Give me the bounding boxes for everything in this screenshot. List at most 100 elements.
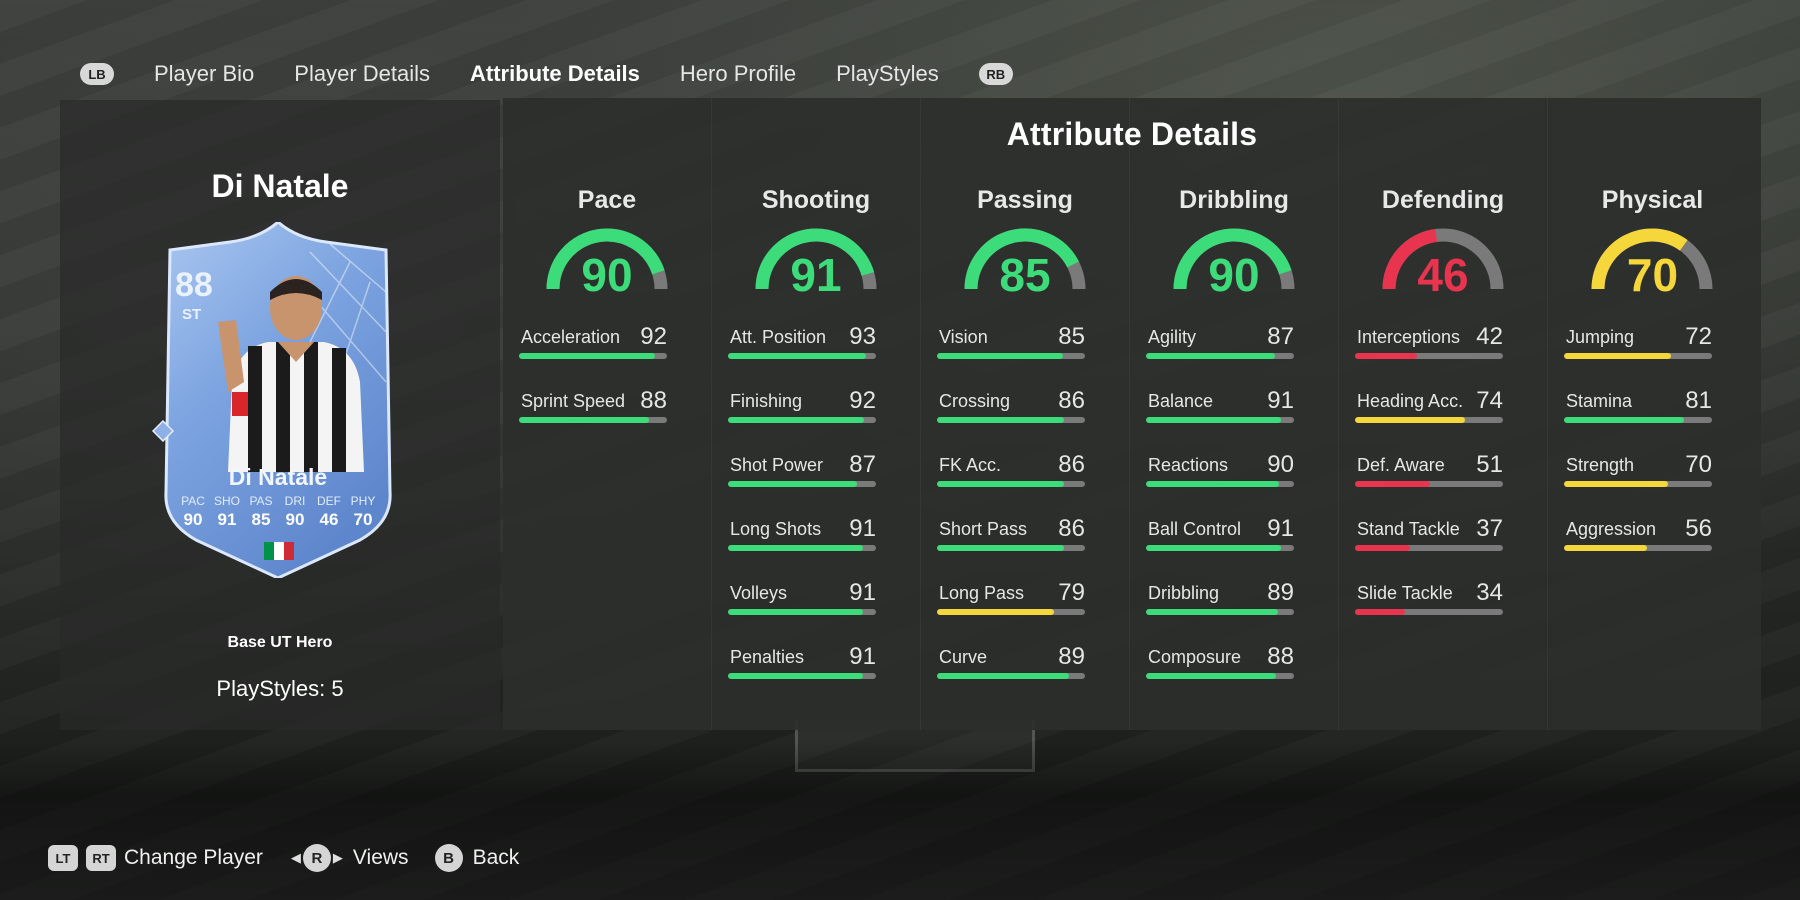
stat-bar [728, 353, 876, 359]
stat-bar-fill [937, 673, 1069, 679]
stat-row: Balance 91 [1146, 387, 1294, 433]
card-stat-abbr: PAC [181, 494, 205, 508]
stat-row: Heading Acc. 74 [1355, 387, 1503, 433]
stat-label: Finishing [730, 391, 803, 411]
player-card-panel: Di Natale 88 ST [60, 100, 500, 730]
gauge-defending [1382, 228, 1504, 290]
stat-row: Agility 87 [1146, 323, 1294, 369]
stat-row: Short Pass 86 [937, 515, 1085, 561]
category-value: 90 [1208, 249, 1260, 301]
tab-hero-profile[interactable]: Hero Profile [679, 61, 797, 86]
stat-row: Reactions 90 [1146, 451, 1294, 497]
stat-bar [519, 353, 667, 359]
stat-row: Crossing 86 [937, 387, 1085, 433]
tab-attribute-details[interactable]: Attribute Details [470, 61, 640, 86]
card-version-label: Base UT Hero [227, 634, 333, 651]
stat-row: Att. Position 93 [728, 323, 876, 369]
lb-button[interactable]: LB [80, 63, 114, 85]
stat-value: 89 [1267, 579, 1294, 606]
stat-row: Acceleration 92 [519, 323, 667, 369]
stat-value: 91 [1267, 387, 1294, 414]
stat-label: Penalties [730, 647, 805, 667]
stat-label: Stand Tackle [1357, 519, 1460, 539]
stat-bar-fill [1564, 545, 1647, 551]
right-stick-button[interactable]: R [302, 844, 331, 872]
stat-value: 37 [1476, 515, 1503, 542]
stat-row: Dribbling 89 [1146, 579, 1294, 625]
player-name: Di Natale [211, 168, 349, 204]
stat-row: Long Shots 91 [728, 515, 876, 561]
card-stat-value: 85 [251, 510, 271, 529]
stat-bar-fill [728, 417, 865, 423]
stat-value: 89 [1058, 643, 1085, 670]
stat-bar-fill [1355, 545, 1410, 551]
stat-bar [728, 481, 876, 487]
category-name: Pace [577, 186, 637, 214]
card-stat-sho: SHO 91 [210, 494, 244, 530]
italy-flag-icon [264, 542, 294, 560]
stat-value: 88 [1267, 643, 1294, 670]
controller-hints: LT RT Change Player ◀ R ▶ Views B Back [48, 843, 545, 873]
card-rating: 88 [175, 266, 213, 304]
category-name: Dribbling [1179, 186, 1289, 214]
background-floor [0, 740, 1800, 900]
stat-bar [937, 545, 1085, 551]
stat-value: 72 [1685, 323, 1712, 350]
category-name: Defending [1381, 186, 1505, 214]
gauge-physical [1591, 228, 1713, 290]
stat-row: Penalties 91 [728, 643, 876, 689]
tab-playstyles[interactable]: PlayStyles [836, 61, 939, 86]
stat-bar [728, 417, 876, 423]
stat-label: Composure [1148, 647, 1242, 667]
player-portrait [218, 276, 364, 472]
stat-bar-fill [1146, 481, 1280, 487]
stat-bar [519, 417, 667, 423]
stat-bar [1146, 481, 1294, 487]
stat-bar [1355, 353, 1503, 359]
stat-value: 92 [640, 323, 667, 350]
stat-row: Composure 88 [1146, 643, 1294, 689]
stat-bar [1564, 417, 1712, 423]
stat-bar [1146, 673, 1294, 679]
stat-label: Aggression [1566, 519, 1657, 539]
stat-bar [1146, 545, 1294, 551]
card-stat-pac: PAC 90 [176, 494, 210, 530]
card-stat-abbr: DRI [284, 494, 306, 508]
category-value: 91 [790, 249, 842, 301]
card-stat-value: 90 [183, 510, 203, 529]
stat-value: 91 [849, 579, 876, 606]
tab-player-bio[interactable]: Player Bio [154, 61, 255, 86]
attribute-column-dribbling: Dribbling 90 Agility 87 Balance 91 Reactions 90… [1130, 98, 1339, 730]
stat-bar-fill [1146, 353, 1275, 359]
rb-button[interactable]: RB [978, 63, 1013, 85]
stat-value: 81 [1685, 387, 1712, 414]
change-player-label[interactable]: Change Player [124, 846, 263, 869]
stat-row: Finishing 92 [728, 387, 876, 433]
player-card[interactable]: 88 ST Di Natale PAC 90 SHO 91 PA [152, 222, 396, 578]
stat-label: Slide Tackle [1357, 583, 1453, 603]
stat-bar [937, 609, 1085, 615]
gauge-pace [546, 228, 668, 290]
stat-bar-fill [937, 481, 1065, 487]
stat-label: Shot Power [730, 455, 824, 475]
stat-value: 79 [1058, 579, 1085, 606]
card-stats: PAC 90 SHO 91 PAS 85 DRI 90 DEF 46 PHY 7… [176, 494, 380, 530]
lt-button[interactable]: LT [48, 845, 78, 871]
tab-player-details[interactable]: Player Details [294, 61, 430, 86]
stat-row: Def. Aware 51 [1355, 451, 1503, 497]
stat-row: Long Pass 79 [937, 579, 1085, 625]
stat-bar [1564, 481, 1712, 487]
rt-button[interactable]: RT [86, 845, 116, 871]
stat-label: Ball Control [1148, 519, 1242, 539]
stat-bar [1146, 353, 1294, 359]
gauge-fill [1173, 228, 1292, 290]
stat-bar-fill [937, 417, 1065, 423]
b-button[interactable]: B [434, 844, 463, 872]
card-stat-value: 90 [285, 510, 305, 529]
back-label[interactable]: Back [472, 846, 520, 869]
stat-value: 86 [1058, 515, 1085, 542]
stat-value: 56 [1685, 515, 1712, 542]
stat-row: Vision 85 [937, 323, 1085, 369]
views-label[interactable]: Views [352, 846, 409, 869]
stat-bar-fill [1355, 481, 1431, 487]
